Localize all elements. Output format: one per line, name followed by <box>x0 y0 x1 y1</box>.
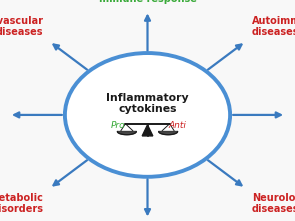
Polygon shape <box>142 125 153 136</box>
Text: Metabolic
disorders: Metabolic disorders <box>0 193 43 214</box>
Text: cytokines: cytokines <box>118 104 177 114</box>
Text: Cardiovascular
diseases: Cardiovascular diseases <box>0 16 43 37</box>
Text: Inflammatory: Inflammatory <box>106 93 189 103</box>
Text: Productive
immune response: Productive immune response <box>99 0 196 4</box>
Text: Autoimmune
diseases: Autoimmune diseases <box>252 16 295 37</box>
Text: Pro: Pro <box>111 122 125 130</box>
Text: Neurological
diseases: Neurological diseases <box>252 193 295 214</box>
Text: Anti: Anti <box>168 122 186 130</box>
Polygon shape <box>159 131 178 135</box>
Polygon shape <box>117 131 136 135</box>
Circle shape <box>65 53 230 177</box>
